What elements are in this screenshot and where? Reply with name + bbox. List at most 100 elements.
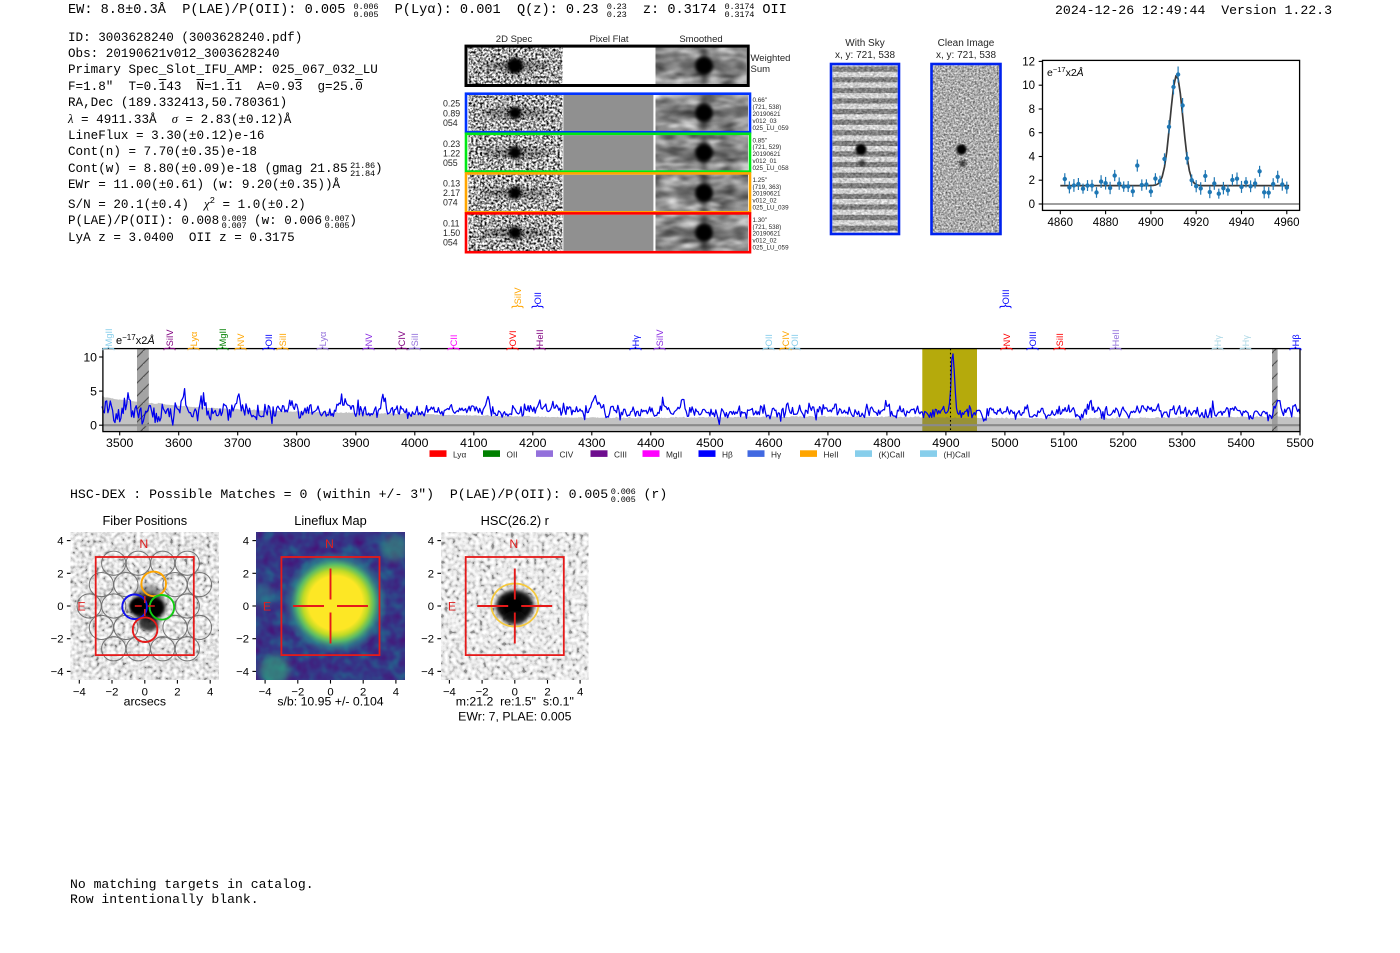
svg-text:−4: −4 [443,687,456,699]
svg-text:−2: −2 [291,687,304,699]
svg-text:4900: 4900 [932,436,960,450]
svg-text:−4: −4 [51,666,64,678]
svg-text:v012_01: v012_01 [753,158,778,165]
svg-text:5500: 5500 [1286,436,1314,450]
svg-text:(719, 363): (719, 363) [753,184,782,191]
svg-text:−2: −2 [421,634,434,646]
svg-text:5: 5 [90,384,97,398]
svg-text:0: 0 [327,687,333,699]
svg-text:(721, 538): (721, 538) [753,104,782,111]
svg-text:1.22: 1.22 [443,148,460,158]
svg-text:Pixel Flat: Pixel Flat [589,34,628,45]
svg-text:4: 4 [243,536,249,548]
svg-text:054: 054 [443,118,458,128]
svg-text:2: 2 [544,687,550,699]
svg-text:}MgII: }MgII [215,328,229,350]
svg-text:4: 4 [393,687,399,699]
svg-text:1.30": 1.30" [753,217,768,224]
svg-text:Hγ: Hγ [771,449,782,459]
svg-text:8: 8 [1029,104,1035,116]
svg-text:074: 074 [443,198,458,208]
svg-text:0: 0 [57,601,63,613]
svg-text:0.85": 0.85" [753,137,768,144]
svg-text:s/b: 10.95 +/- 0.104: s/b: 10.95 +/- 0.104 [277,695,383,709]
svg-text:(721, 529): (721, 529) [753,144,782,151]
svg-text:}Lyα: }Lyα [186,331,200,351]
svg-text:0: 0 [243,601,249,613]
svg-text:4880: 4880 [1093,217,1119,229]
svg-text:}OII: }OII [761,334,775,350]
svg-text:2: 2 [174,687,180,699]
svg-text:−2: −2 [106,687,119,699]
svg-text:}OIII: }OIII [998,290,1012,309]
svg-text:4800: 4800 [873,436,901,450]
svg-text:}NV: }NV [361,333,375,351]
svg-text:5000: 5000 [991,436,1019,450]
svg-text:}OII: }OII [261,334,275,350]
svg-text:Smoothed: Smoothed [679,34,722,45]
svg-text:}NV: }NV [999,333,1013,351]
svg-text:20190621: 20190621 [753,111,782,118]
svg-text:3900: 3900 [342,436,370,450]
svg-text:6: 6 [1029,128,1035,140]
svg-text:12: 12 [1022,56,1035,68]
svg-text:0: 0 [512,687,518,699]
svg-text:E: E [77,600,85,614]
svg-text:}MgII: }MgII [101,328,115,350]
svg-text:E: E [448,600,456,614]
svg-text:}SiII: }SiII [1052,333,1066,350]
svg-text:−2: −2 [236,634,249,646]
svg-text:}SiIV: }SiIV [510,287,524,309]
svg-text:HeII: HeII [824,449,839,459]
svg-text:−4: −4 [73,687,86,699]
svg-text:(K)CaII: (K)CaII [879,449,905,459]
svg-text:(721, 538): (721, 538) [753,224,782,231]
svg-text:}OII: }OII [530,292,544,308]
svg-text:4: 4 [57,536,63,548]
svg-text:1.25": 1.25" [753,177,768,184]
svg-text:10: 10 [83,350,97,364]
svg-text:054: 054 [443,238,458,248]
svg-text:v012_02: v012_02 [753,238,778,245]
svg-text:4400: 4400 [637,436,665,450]
svg-text:x, y: 721, 538: x, y: 721, 538 [835,50,895,61]
svg-text:}Lyα: }Lyα [315,331,329,351]
svg-text:0: 0 [142,687,148,699]
svg-text:}HeII: }HeII [1108,329,1122,350]
svg-text:}OIII: }OIII [1025,332,1039,351]
svg-text:5200: 5200 [1109,436,1137,450]
svg-text:N: N [325,537,334,551]
svg-text:2D Spec: 2D Spec [496,34,533,45]
svg-text:4100: 4100 [460,436,488,450]
svg-text:4960: 4960 [1274,217,1300,229]
svg-text:Fiber Positions: Fiber Positions [102,513,187,528]
svg-text:4000: 4000 [401,436,429,450]
svg-text:N: N [509,537,518,551]
svg-text:10: 10 [1022,80,1035,92]
svg-text:2.17: 2.17 [443,188,460,198]
svg-text:v012_03: v012_03 [753,118,778,125]
svg-text:−4: −4 [421,666,434,678]
svg-text:025_LU_059: 025_LU_059 [753,245,790,252]
svg-text:Sum: Sum [751,64,771,75]
svg-text:}CII: }CII [446,335,460,351]
svg-text:2: 2 [57,568,63,580]
svg-text:0.23: 0.23 [443,139,460,149]
svg-text:0: 0 [90,419,97,433]
svg-text:}CIV: }CIV [394,330,408,350]
svg-text:}OII: }OII [787,334,801,350]
svg-text:1.50: 1.50 [443,228,460,238]
svg-text:}Hβ: }Hβ [1288,334,1302,350]
svg-text:3600: 3600 [165,436,193,450]
svg-text:025_LU_059: 025_LU_059 [753,125,790,132]
svg-text:Lyα: Lyα [453,449,466,459]
svg-text:Clean Image: Clean Image [938,38,995,49]
svg-text:With Sky: With Sky [845,38,884,49]
svg-text:HSC(26.2) r: HSC(26.2) r [481,513,550,528]
svg-text:e−17x2Å: e−17x2Å [1047,65,1084,79]
svg-text:Lineflux Map: Lineflux Map [294,513,367,528]
svg-text:(H)CaII: (H)CaII [944,449,971,459]
svg-text:CIV: CIV [560,449,574,459]
svg-text:}Hγ: }Hγ [628,335,642,351]
svg-text:2: 2 [243,568,249,580]
